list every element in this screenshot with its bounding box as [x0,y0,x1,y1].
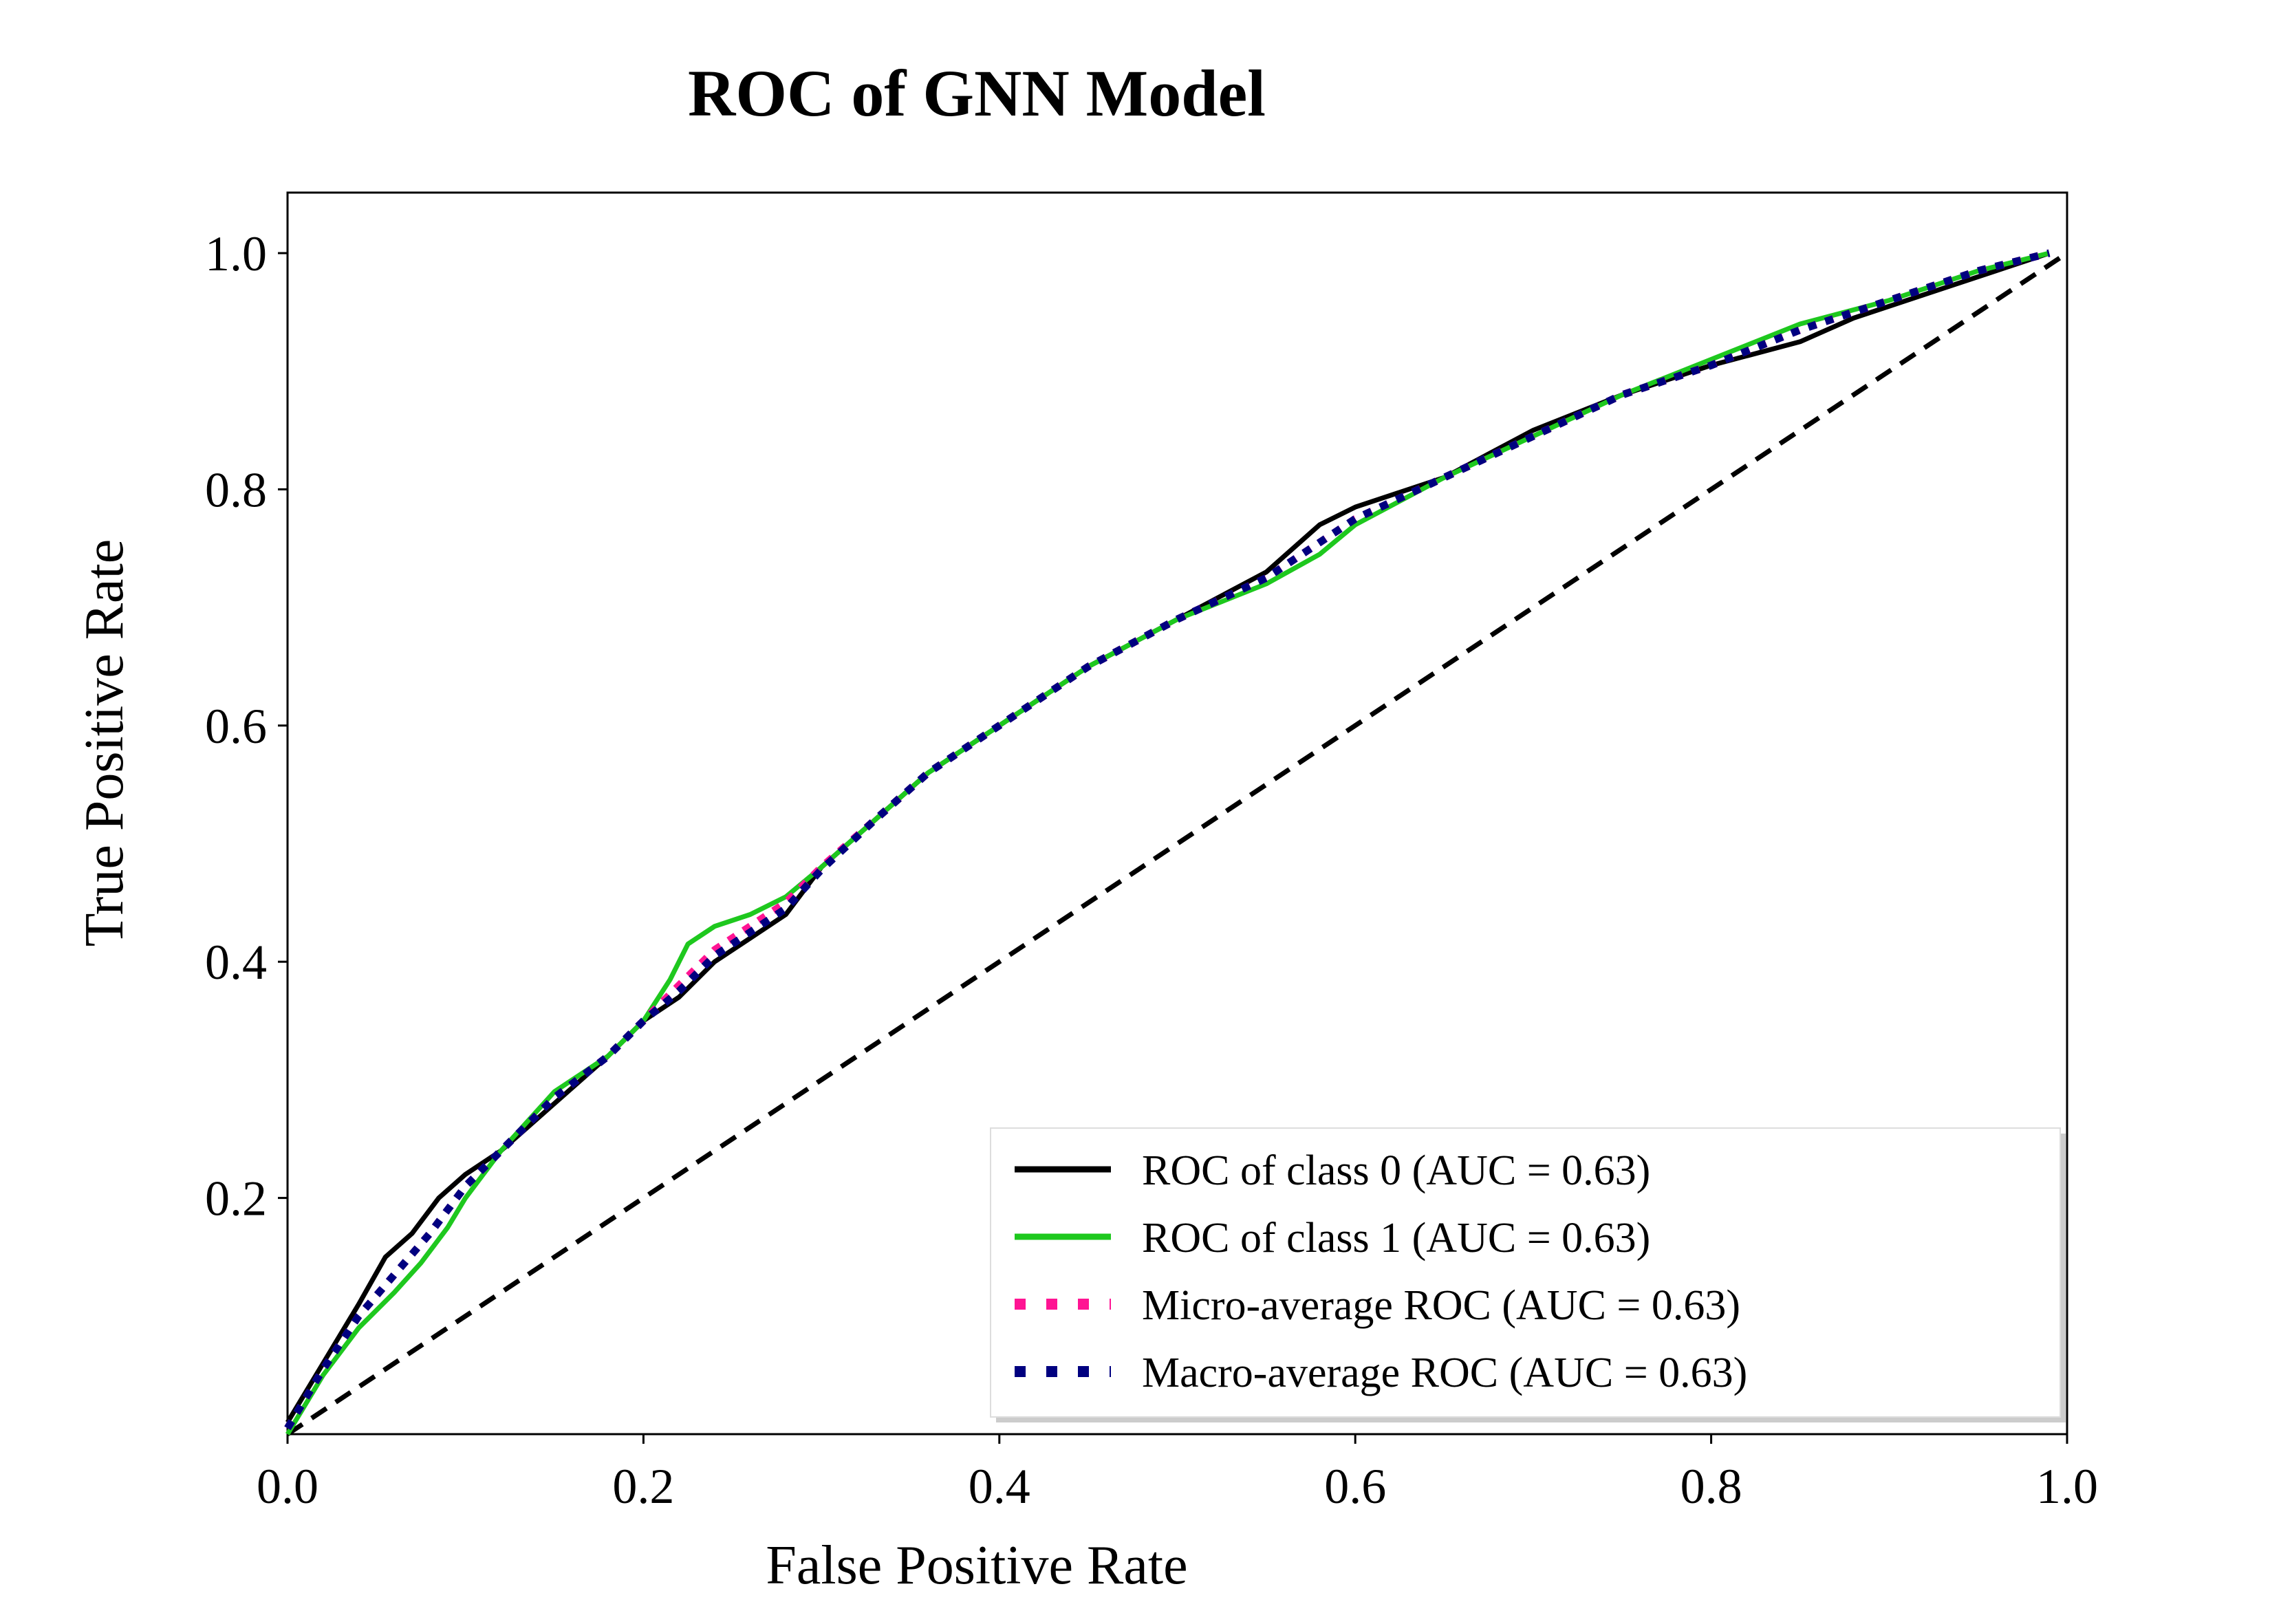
legend-entry-class-1-label: ROC of class 1 (AUC = 0.63) [1142,1215,1650,1262]
x-tick-label: 0.0 [257,1459,318,1514]
legend-entry-micro-average-label: Micro-average ROC (AUC = 0.63) [1142,1282,1740,1329]
x-tick-label: 1.0 [2036,1459,2098,1514]
x-tick-label: 0.4 [969,1459,1030,1514]
y-tick-label: 0.4 [205,935,267,990]
y-tick-label: 1.0 [205,226,267,281]
y-tick-label: 0.2 [205,1171,267,1226]
x-tick-label: 0.6 [1324,1459,1386,1514]
y-tick-label: 0.6 [205,699,267,754]
plot-area: 0.0 0.2 0.4 0.6 0.8 1.0 0.2 0.4 0.6 0.8 1.0 ROC of … [205,191,2098,1514]
macro-average-roc-line [284,249,2051,1431]
plot-frame [286,191,2068,1436]
legend-entry-class-0-label: ROC of class 0 (AUC = 0.63) [1142,1147,1650,1194]
chance-diagonal-line [286,251,2068,1436]
legend-entry-macro-average-label: Macro-average ROC (AUC = 0.63) [1142,1350,1747,1396]
chart-title: ROC of GNN Model [688,56,1266,130]
x-tick-label: 0.2 [612,1459,674,1514]
legend-box [990,1127,2061,1418]
y-tick-label: 0.8 [205,462,267,517]
y-axis-label: True Positive Rate [74,539,135,947]
x-tick-label: 0.8 [1680,1459,1742,1514]
x-axis-label: False Positive Rate [766,1535,1187,1596]
